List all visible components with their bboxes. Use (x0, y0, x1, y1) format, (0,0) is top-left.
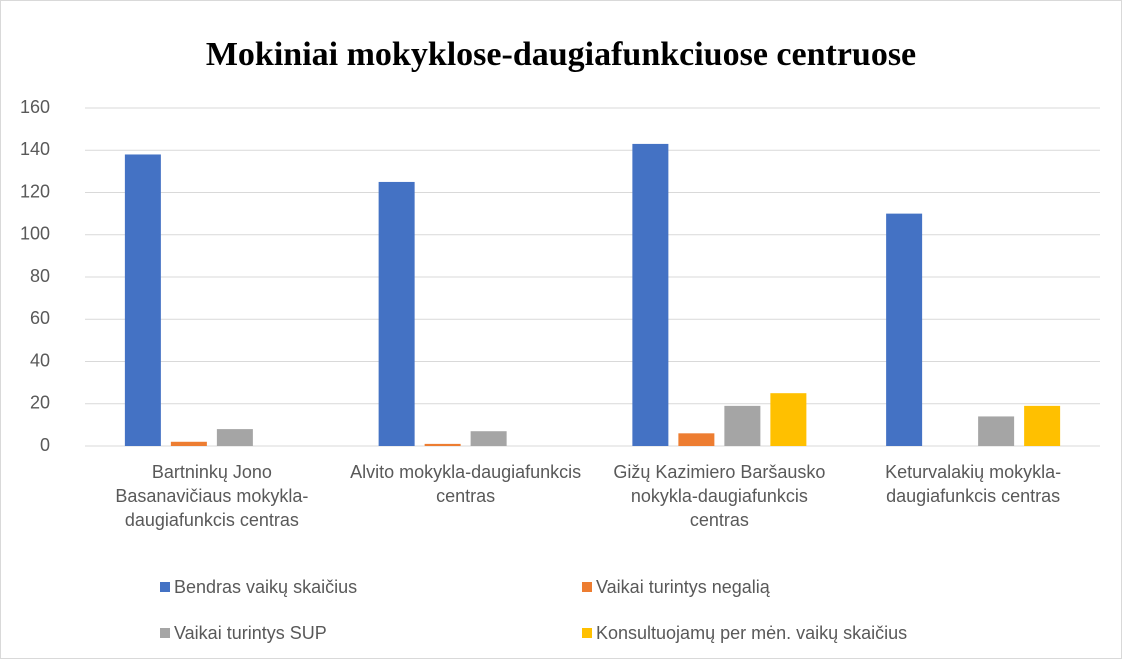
y-tick-label: 0 (40, 435, 50, 455)
y-tick-label: 40 (30, 350, 50, 370)
legend-label: Vaikai turintys negalią (596, 576, 770, 597)
legend-swatch (582, 628, 592, 638)
y-tick-label: 160 (20, 97, 50, 117)
x-tick-label: Gižų Kazimiero Baršausko nokykla-daugiaf… (613, 462, 826, 530)
bar (216, 429, 253, 446)
bar (678, 433, 715, 446)
legend-item: Bendras vaikų skaičius (160, 575, 357, 599)
legend-swatch (160, 628, 170, 638)
bar (170, 441, 207, 446)
bar (770, 393, 807, 446)
bar (978, 416, 1015, 446)
bar (470, 431, 507, 446)
legend-swatch (160, 582, 170, 592)
bar (632, 143, 669, 446)
y-tick-label: 100 (20, 224, 50, 244)
bar (724, 405, 761, 446)
x-tick-label: Alvito mokykla-daugiafunkcis centras (350, 462, 582, 506)
bar (886, 213, 923, 446)
legend-label: Vaikai turintys SUP (174, 622, 327, 643)
legend-label: Bendras vaikų skaičius (174, 576, 358, 597)
y-tick-label: 20 (30, 393, 50, 413)
legend-item: Vaikai turintys SUP (160, 621, 327, 645)
bar (1024, 405, 1061, 446)
legend-item: Vaikai turintys negalią (582, 575, 770, 599)
x-tick-label: Keturvalakių mokykla-daugiafunkcis centr… (885, 462, 1062, 506)
legend-swatch (582, 582, 592, 592)
bar (124, 154, 161, 446)
y-tick-label: 120 (20, 181, 50, 201)
x-tick-label: Bartninkų Jono Basanavičiaus mokykla-dau… (115, 462, 309, 530)
chart-title: Mokiniai mokyklose-daugiafunkciuose cent… (206, 36, 916, 73)
bar (424, 443, 461, 446)
bar (378, 181, 415, 446)
y-tick-label: 60 (30, 308, 50, 328)
legend-item: Konsultuojamų per mėn. vaikų skaičius (582, 621, 907, 645)
y-tick-label: 80 (30, 266, 50, 286)
y-tick-label: 140 (20, 139, 50, 159)
legend-label: Konsultuojamų per mėn. vaikų skaičius (596, 622, 908, 643)
